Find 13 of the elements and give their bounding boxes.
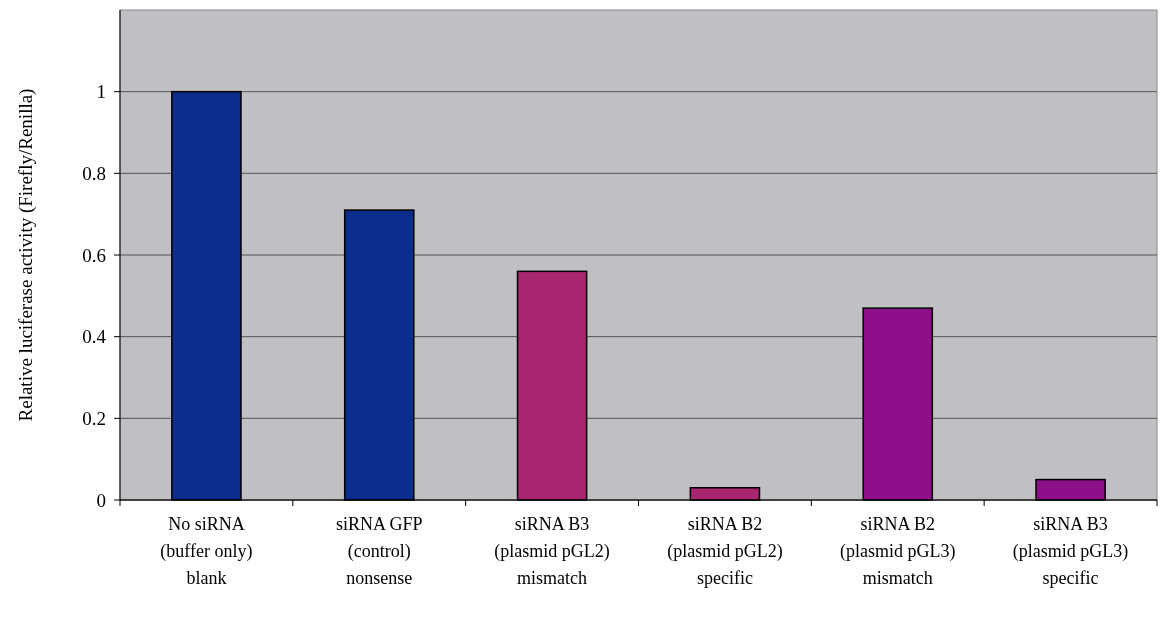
- y-tick-label: 1: [96, 81, 106, 103]
- y-tick-label: 0: [96, 489, 106, 511]
- x-tick-label: siRNA B2 (plasmid pGL3) mismatch: [840, 514, 956, 588]
- y-tick-label: 0.2: [82, 407, 106, 429]
- x-tick-label: siRNA B3 (plasmid pGL2) mismatch: [494, 514, 610, 588]
- x-tick-label: No siRNA (buffer only) blank: [160, 514, 253, 588]
- y-tick-label: 0.8: [82, 162, 106, 184]
- y-tick-label: 0.6: [82, 244, 106, 266]
- x-tick-label: siRNA B3 (plasmid pGL3) specific: [1012, 514, 1129, 588]
- y-axis-title: Relative luciferase activity (Firefly/Renilla): [15, 88, 37, 422]
- x-tick-label: siRNA B2 (plasmid pGL2) specific: [667, 514, 783, 588]
- y-tick-label: 0.4: [82, 326, 107, 348]
- x-tick-label: siRNA GFP (control) nonsense: [335, 514, 423, 588]
